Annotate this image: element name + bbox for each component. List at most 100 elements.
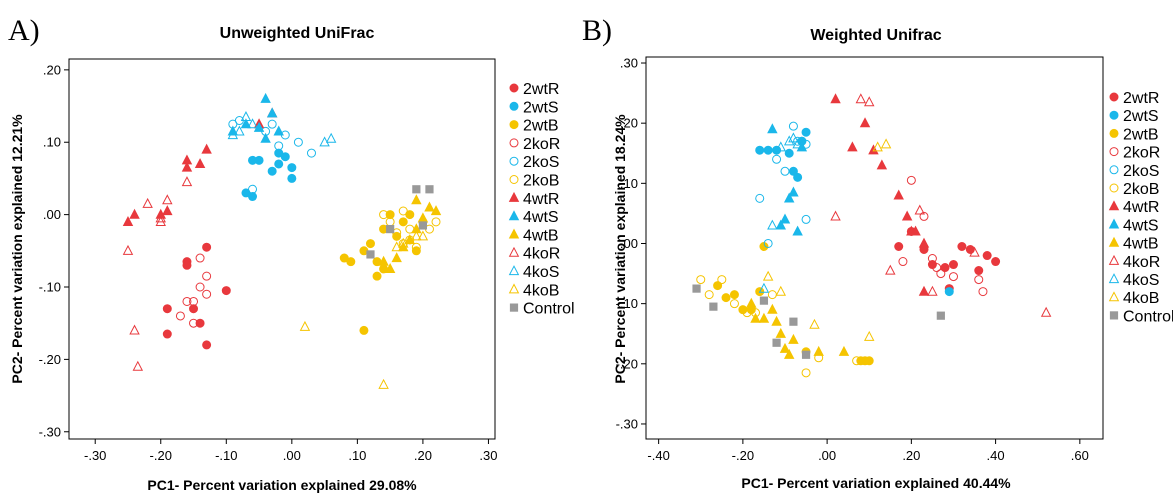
panel-b-point-4koR bbox=[830, 210, 841, 221]
panel-a-point-4wtB bbox=[378, 255, 389, 266]
panel-b-point-Control bbox=[801, 350, 811, 359]
panel-b-point-2koR bbox=[898, 257, 908, 267]
panel-b-point-2wtR bbox=[948, 260, 958, 270]
panel-a-point-4wtS bbox=[260, 92, 271, 103]
panel-b-legend-marker-4wtB bbox=[1108, 236, 1120, 247]
panel-b-point-4koB bbox=[872, 141, 883, 152]
panel-a-legend-label-2koS: 2koS bbox=[523, 154, 559, 171]
panel-b-point-2koS bbox=[763, 238, 773, 248]
panel-a-point-4wtB bbox=[430, 205, 442, 216]
panel-b-legend-marker-2wtS bbox=[1109, 110, 1119, 120]
panel-a-legend-label-4koR: 4koR bbox=[523, 246, 560, 263]
panel-a-legend-marker-4wtS bbox=[508, 210, 520, 221]
panel-a-legend-label-Control: Control bbox=[523, 301, 575, 318]
panel-b-legend-marker-4wtR bbox=[1108, 200, 1120, 211]
panel-a-points bbox=[122, 92, 442, 389]
panel-a-point-2wtR bbox=[162, 304, 172, 314]
panel-b-point-4koS bbox=[792, 138, 803, 149]
panel-a-point-Control bbox=[412, 185, 421, 194]
panel-b-point-4wtB bbox=[746, 297, 757, 308]
panel-b-legend-label-Control: Control bbox=[1123, 308, 1173, 325]
panel-b-y-tick-label: .00 bbox=[620, 236, 638, 251]
panel-a-point-2wtR bbox=[202, 340, 212, 350]
panel-a-point-2wtB bbox=[372, 271, 382, 281]
panel-b-y-tick-label: .30 bbox=[620, 56, 638, 71]
panel-a-point-2koS bbox=[306, 148, 316, 158]
panel-b-point-4koR bbox=[855, 93, 867, 104]
panel-a-point-4wtB bbox=[398, 241, 409, 252]
panel-a-point-4wtB bbox=[424, 201, 435, 212]
panel-b-point-4wtB bbox=[771, 315, 782, 326]
panel-b-point-2koR bbox=[936, 269, 946, 279]
panel-a-point-4wtR bbox=[162, 205, 173, 216]
panel-a-point-2koR bbox=[195, 253, 205, 263]
panel-a-legend-label-2koR: 2koR bbox=[523, 136, 560, 153]
panel-a-title: Unweighted UniFrac bbox=[220, 25, 375, 42]
panel-b-point-4koS bbox=[758, 282, 770, 293]
panel-a-point-4koS bbox=[325, 132, 337, 143]
panel-a-legend-marker-2wtR bbox=[509, 83, 519, 93]
panel-b-point-4wtS bbox=[783, 192, 795, 203]
panel-a-point-4wtB bbox=[411, 223, 422, 234]
panel-b-point-Control bbox=[709, 302, 718, 311]
panel-b-point-2wtB bbox=[713, 281, 723, 291]
panel-a-legend-marker-4wtB bbox=[508, 228, 520, 239]
panel-a-point-2wtB bbox=[359, 325, 369, 335]
panel-b-point-4koB bbox=[775, 285, 787, 296]
panel-a-point-4wtS bbox=[260, 132, 271, 143]
panel-a-point-2wtR bbox=[189, 304, 199, 314]
panel-b-point-4wtR bbox=[830, 93, 841, 104]
panel-a-point-4koR bbox=[162, 194, 173, 205]
panel-a-point-4koR bbox=[129, 324, 140, 335]
panel-b-point-4koS bbox=[775, 141, 787, 152]
panel-a-point-Control bbox=[425, 185, 434, 194]
panel-a-point-4wtR bbox=[201, 143, 212, 154]
panel-b-legend-marker-2koS bbox=[1109, 165, 1119, 175]
panel-a-x-tick-label: .30 bbox=[479, 448, 497, 463]
panel-a-y-tick-label: .10 bbox=[43, 135, 61, 150]
panel-b-point-2koB bbox=[729, 299, 739, 309]
panel-b-y-tick-label: .10 bbox=[620, 176, 638, 191]
panel-b-point-2wtS bbox=[763, 145, 773, 155]
panel-b-x-tick-label: -.20 bbox=[732, 448, 754, 463]
panel-b-point-4koB bbox=[864, 330, 875, 341]
panel-a-point-4wtR bbox=[194, 158, 206, 169]
panel-a-point-2koR bbox=[202, 271, 212, 281]
panel-a-point-4koS bbox=[319, 136, 330, 147]
panel-b-point-2wtR bbox=[982, 251, 992, 261]
panel-b-point-4wtS bbox=[779, 213, 791, 224]
panel-b-x-axis-label: PC1- Percent variation explained 40.44% bbox=[741, 475, 1011, 491]
panel-b-point-2wtB bbox=[721, 293, 731, 303]
panel-a-ticks: -.30 -.20 -.10 .00 .10 .20 .30 -.30 -.20 -.10 .00.… bbox=[39, 62, 498, 463]
panel-a-x-tick-label: .10 bbox=[348, 448, 366, 463]
panel-a-point-Control bbox=[386, 224, 395, 234]
panel-a-point-4koR bbox=[181, 176, 193, 187]
panel-a-point-Control bbox=[366, 250, 375, 259]
panel-a-point-2wtB bbox=[398, 217, 408, 227]
panel-a-y-tick-label: .20 bbox=[43, 62, 61, 77]
panel-b-legend-label-4wtS: 4wtS bbox=[1123, 217, 1159, 234]
panel-b-legend-marker-4koR bbox=[1108, 254, 1120, 265]
panel-b-legend-label-2wtB: 2wtB bbox=[1123, 126, 1159, 143]
panel-b-point-2koR bbox=[932, 263, 942, 273]
panel-b-letter: B) bbox=[582, 14, 612, 47]
panel-b-legend-label-2wtR: 2wtR bbox=[1123, 90, 1159, 107]
panel-a-point-4koR bbox=[122, 244, 134, 255]
panel-a-point-2wtR bbox=[221, 286, 231, 296]
panel-b-point-4wtB bbox=[767, 303, 778, 314]
panel-b-point-2koB bbox=[696, 275, 706, 285]
panel-b-point-2koS bbox=[801, 214, 811, 224]
panel-a-point-2wtR bbox=[162, 329, 172, 339]
panel-b-point-2koB bbox=[852, 356, 862, 366]
panel-b-point-4wtB bbox=[775, 327, 787, 338]
panel-a-point-2wtS bbox=[287, 163, 297, 173]
panel-a-legend-marker-2wtS bbox=[509, 101, 519, 111]
panel-b-point-4koR bbox=[906, 225, 917, 236]
panel-a-point-4wtB bbox=[411, 194, 422, 205]
panel-b-legend-label-4wtB: 4wtB bbox=[1123, 236, 1159, 253]
panel-a-legend-label-4wtB: 4wtB bbox=[523, 227, 559, 244]
panel-a-x-tick-label: -.20 bbox=[150, 448, 172, 463]
